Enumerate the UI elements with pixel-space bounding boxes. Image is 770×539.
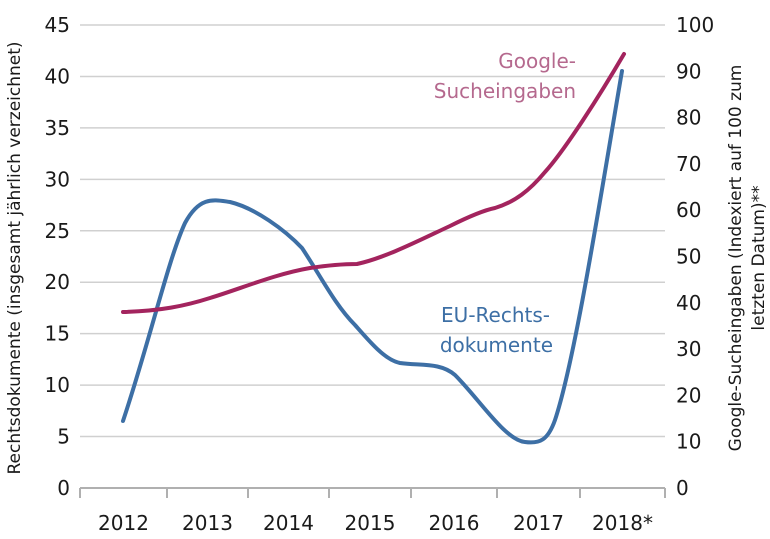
y-right-tick-label: 40 <box>676 291 701 315</box>
y-left-tick-label: 35 <box>45 116 70 140</box>
x-tick-label: 2015 <box>345 511 396 535</box>
y-left-tick-label: 30 <box>45 167 70 191</box>
y-left-tick-label: 10 <box>45 373 70 397</box>
x-tick-label: 2014 <box>263 511 314 535</box>
y-left-tick-label: 0 <box>57 476 70 500</box>
eu-rechtsdokumente-line <box>121 69 624 445</box>
y-axis-left: 0 5 10 15 20 25 30 35 40 45 <box>45 13 70 500</box>
x-axis: 2012 2013 2014 2015 2016 2017 2018* <box>79 487 666 535</box>
y-right-tick-label: 0 <box>676 476 689 500</box>
google-series-label: Google- <box>498 49 576 73</box>
y-left-tick-label: 5 <box>57 425 70 449</box>
gridlines <box>80 24 665 438</box>
y-right-tick-label: 20 <box>676 383 701 407</box>
y-right-tick-label: 10 <box>676 430 701 454</box>
eu-series-label: EU-Rechts- <box>441 303 550 327</box>
y-left-tick-label: 15 <box>45 322 70 346</box>
y-right-tick-label: 100 <box>676 13 714 37</box>
x-tick-label: 2013 <box>182 511 233 535</box>
y-right-tick-label: 30 <box>676 337 701 361</box>
y-left-tick-label: 25 <box>45 219 70 243</box>
y-axis-right-title-line1: Google-Sucheingaben (Indexiert auf 100 z… <box>726 65 746 452</box>
y-right-tick-label: 50 <box>676 245 701 269</box>
y-right-tick-label: 90 <box>676 59 701 83</box>
y-right-tick-label: 80 <box>676 106 701 130</box>
google-series-label: Sucheingaben <box>434 79 576 103</box>
google-sucheingaben-line <box>121 52 626 314</box>
eu-series-label: dokumente <box>440 333 553 357</box>
x-tick-label: 2017 <box>513 511 564 535</box>
y-right-tick-label: 60 <box>676 198 701 222</box>
y-left-tick-label: 40 <box>45 64 70 88</box>
x-tick-label: 2016 <box>429 511 480 535</box>
y-left-tick-label: 45 <box>45 13 70 37</box>
y-axis-right-title-line2: letzten Datum)** <box>749 185 769 330</box>
y-axis-left-title: Rechtsdokumente (insgesamt jährlich verz… <box>5 41 25 474</box>
y-axis-right: 0 10 20 30 40 50 60 70 80 90 100 <box>676 13 714 500</box>
x-tick-label: 2018* <box>592 511 653 535</box>
x-tick-label: 2012 <box>98 511 149 535</box>
y-left-tick-label: 20 <box>45 270 70 294</box>
y-right-tick-label: 70 <box>676 152 701 176</box>
